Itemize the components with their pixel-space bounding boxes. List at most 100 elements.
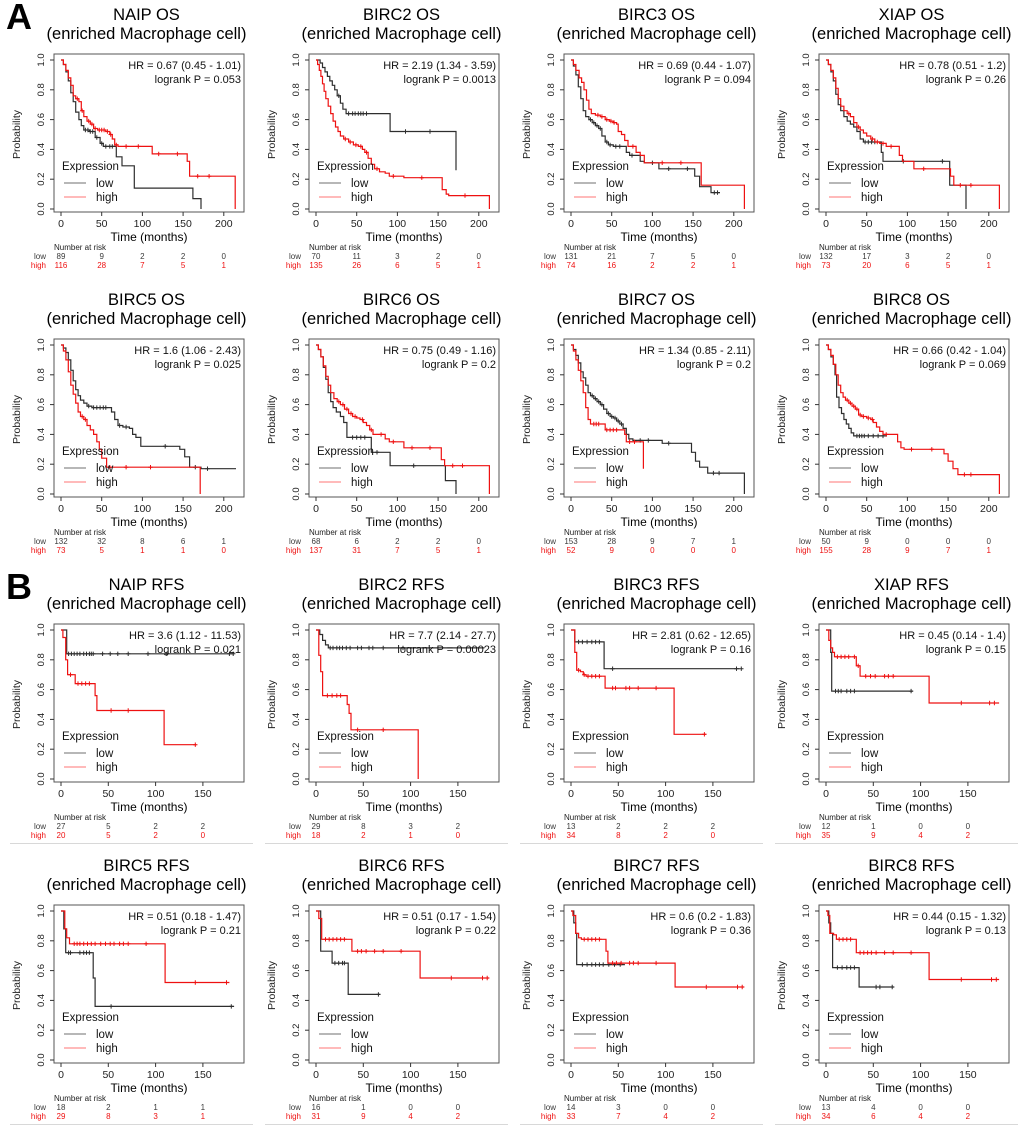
- x-tick-label: 100: [134, 218, 152, 230]
- risk-value-low: 0: [731, 252, 736, 261]
- x-tick-label: 50: [867, 788, 879, 800]
- risk-table: Number at risk low high 14 33 3 7 0 4 0 2: [510, 1095, 765, 1125]
- legend-title: Expression: [572, 1012, 629, 1024]
- risk-value-low: 0: [476, 537, 481, 546]
- y-axis-title: Probability: [266, 109, 278, 159]
- x-tick-label: 0: [313, 1069, 319, 1081]
- risk-value-high: 2: [690, 261, 696, 270]
- hr-annotation: HR = 0.67 (0.45 - 1.01): [128, 60, 241, 72]
- x-tick-label: 150: [174, 218, 192, 230]
- chart-title-line2: (enriched Macrophage cell): [46, 876, 247, 894]
- risk-table-header: Number at risk: [309, 528, 362, 537]
- x-tick-label: 150: [194, 788, 212, 800]
- risk-row-label-high: high: [540, 546, 556, 555]
- risk-value-low: 13: [566, 822, 576, 831]
- y-tick-label: 0.0: [36, 202, 47, 215]
- x-tick-label: 150: [429, 503, 447, 515]
- km-subplot-birc8-rfs: BIRC8 RFS (enriched Macrophage cell) 0.0…: [765, 851, 1020, 1132]
- risk-value-low: 0: [965, 1103, 971, 1112]
- chart-title-line1: NAIP OS: [113, 6, 180, 24]
- y-tick-label: 0.0: [291, 487, 302, 500]
- risk-row-label-high: high: [30, 261, 46, 270]
- legend-label-high: high: [96, 762, 118, 774]
- risk-value-high: 7: [140, 261, 145, 270]
- x-tick-label: 50: [96, 218, 108, 230]
- censor-marks-high: [591, 421, 637, 444]
- x-tick-label: 50: [867, 1069, 879, 1081]
- risk-value-low: 32: [97, 537, 107, 546]
- y-tick-label: 0.4: [36, 428, 47, 441]
- risk-value-high: 18: [311, 831, 321, 840]
- risk-value-high: 5: [99, 546, 104, 555]
- legend-label-high: high: [351, 762, 373, 774]
- risk-value-high: 16: [607, 261, 617, 270]
- y-tick-label: 0.8: [801, 934, 812, 947]
- risk-table-header: Number at risk: [309, 243, 362, 252]
- logrank-annotation: logrank P = 0.021: [155, 644, 241, 656]
- km-subplot-birc7-os: BIRC7 OS (enriched Macrophage cell) 0.0 0…: [510, 285, 765, 570]
- x-tick-label: 50: [357, 1069, 369, 1081]
- x-tick-label: 0: [313, 788, 319, 800]
- legend-title: Expression: [62, 161, 119, 173]
- logrank-annotation: logrank P = 0.21: [161, 925, 241, 937]
- chart-title: BIRC6 RFS (enriched Macrophage cell): [255, 857, 510, 895]
- km-subplot-birc8-os: BIRC8 OS (enriched Macrophage cell) 0.0 0…: [765, 285, 1020, 570]
- risk-table-header: Number at risk: [54, 528, 107, 537]
- legend-label-low: low: [96, 178, 114, 190]
- km-curve-high: [61, 344, 201, 494]
- risk-table-header: Number at risk: [819, 813, 872, 822]
- risk-value-low: 2: [710, 822, 716, 831]
- risk-value-high: 5: [180, 261, 186, 270]
- x-tick-label: 150: [194, 1069, 212, 1081]
- legend-title: Expression: [317, 731, 374, 743]
- hr-annotation: HR = 7.7 (2.14 - 27.7): [389, 630, 496, 642]
- risk-value-high: 4: [663, 1112, 668, 1121]
- km-subplot-birc6-rfs: BIRC6 RFS (enriched Macrophage cell) 0.0…: [255, 851, 510, 1132]
- risk-value-low: 5: [106, 822, 111, 831]
- legend-label-low: low: [606, 463, 624, 475]
- risk-value-low: 2: [455, 822, 461, 831]
- risk-table: Number at risk low high 27 20 5 5 2 2 2 0: [0, 814, 255, 844]
- risk-row-label-high: high: [30, 546, 46, 555]
- km-curve-high: [316, 59, 490, 209]
- risk-value-low: 0: [986, 252, 991, 261]
- km-plot: 0.0 0.2 0.4 0.6 0.8 1.0 0 50 100 150 200 Probabilit…: [776, 338, 1010, 529]
- risk-row-label-low: low: [33, 537, 46, 546]
- plot-frame: [53, 338, 245, 498]
- chart-title: BIRC8 OS (enriched Macrophage cell): [765, 291, 1020, 329]
- legend-label-high: high: [861, 1043, 883, 1055]
- plot-frame: [53, 623, 245, 783]
- risk-row-label-low: low: [543, 252, 556, 261]
- risk-value-low: 21: [607, 252, 617, 261]
- chart-title-line2: (enriched Macrophage cell): [556, 595, 757, 613]
- hr-annotation: HR = 0.51 (0.18 - 1.47): [128, 911, 241, 923]
- x-tick-label: 50: [612, 1069, 624, 1081]
- chart-title-line1: BIRC7 RFS: [613, 857, 700, 875]
- y-axis-title: Probability: [266, 960, 278, 1010]
- y-tick-label: 0.4: [546, 428, 557, 441]
- censor-marks-high: [582, 937, 745, 990]
- x-tick-label: 100: [402, 1069, 420, 1081]
- chart-title-line2: (enriched Macrophage cell): [811, 25, 1012, 43]
- y-tick-label: 0.0: [801, 772, 812, 785]
- hr-annotation: HR = 1.6 (1.06 - 2.43): [134, 345, 241, 357]
- km-subplot-xiap-rfs: XIAP RFS (enriched Macrophage cell) 0.0 0…: [765, 570, 1020, 851]
- risk-value-high: 2: [710, 1112, 716, 1121]
- y-axis-title: Probability: [521, 960, 533, 1010]
- y-tick-label: 0.6: [546, 964, 557, 977]
- legend-title: Expression: [827, 161, 884, 173]
- chart-title-line2: (enriched Macrophage cell): [46, 595, 247, 613]
- x-tick-label: 200: [725, 218, 743, 230]
- y-tick-label: 0.4: [36, 143, 47, 156]
- risk-value-high: 4: [408, 1112, 413, 1121]
- legend-title: Expression: [827, 731, 884, 743]
- y-tick-label: 0.6: [291, 683, 302, 696]
- y-tick-label: 0.2: [546, 458, 557, 471]
- legend-label-low: low: [351, 748, 369, 760]
- risk-value-low: 12: [821, 822, 831, 831]
- risk-value-low: 9: [864, 537, 869, 546]
- risk-value-high: 7: [945, 546, 951, 555]
- x-tick-label: 0: [568, 503, 574, 515]
- x-tick-label: 0: [823, 788, 829, 800]
- risk-value-high: 116: [54, 261, 68, 270]
